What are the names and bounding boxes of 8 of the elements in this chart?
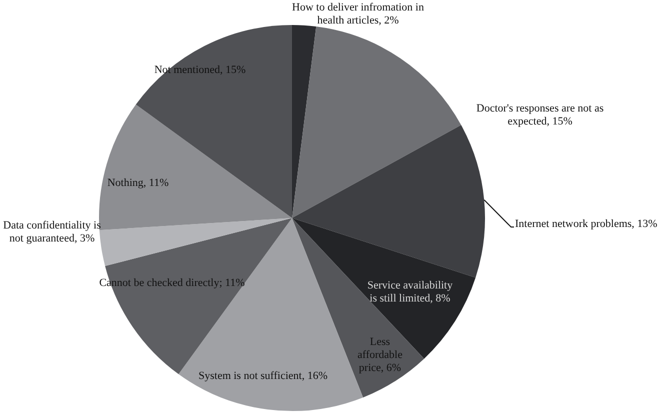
slice-label: How to deliver infromation in health articles, 2% (292, 1, 424, 26)
slice-label: Nothing, 11% (107, 176, 169, 189)
slice-label: System is not sufficient, 16% (198, 370, 328, 382)
slice-label: Data confidentiality is not guaranteed, 3% (3, 219, 101, 244)
slice-label: Doctor's responses are not as expected, 15% (476, 102, 604, 128)
slice-label: Less affordable price, 6% (358, 336, 403, 374)
slice-label: Internet network problems, 13% (515, 218, 658, 230)
slice-label: Service availability is still limited, 8% (367, 279, 454, 304)
